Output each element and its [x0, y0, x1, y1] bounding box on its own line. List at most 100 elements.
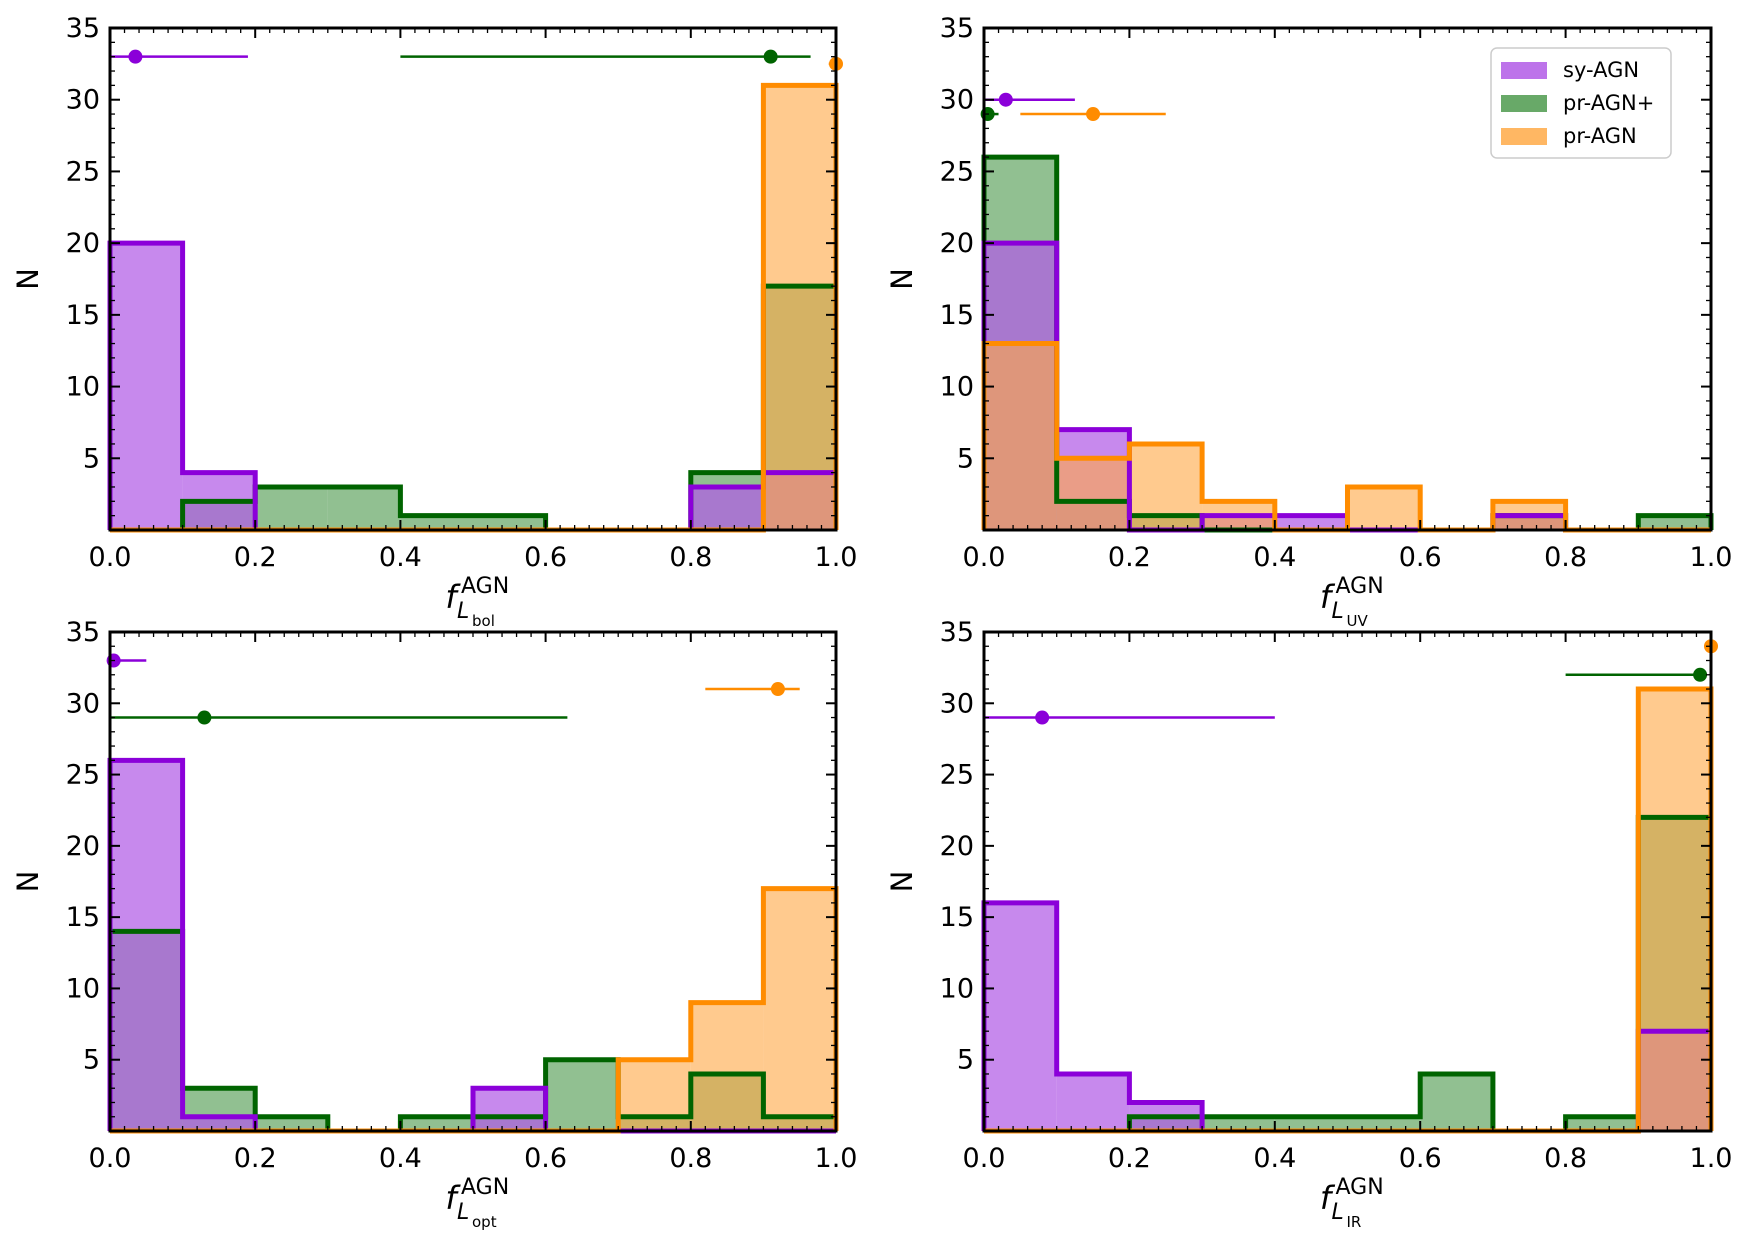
legend-label-sy: sy-AGN: [1563, 58, 1639, 82]
y-tick-label: 5: [83, 1045, 100, 1076]
legend-swatch-prplus: [1501, 95, 1547, 112]
bar-pr-bin-10: [763, 888, 836, 1131]
y-tick-label: 15: [66, 300, 100, 331]
x-tick-label: 1.0: [815, 542, 858, 573]
x-tick-label: 0.2: [1108, 542, 1151, 573]
x-tick-label: 0.4: [1253, 1143, 1296, 1174]
bar-prplus-bin-5: [1274, 1116, 1348, 1131]
bar-prplus-bin-4: [327, 486, 401, 530]
y-tick-label: 35: [940, 13, 974, 44]
x-axis-label-subscript: L: [457, 1200, 469, 1225]
x-tick-label: 1.0: [815, 1143, 858, 1174]
y-tick-label: 35: [66, 617, 100, 648]
median-point-prplus: [1693, 667, 1708, 682]
x-tick-label: 0.2: [234, 1143, 277, 1174]
y-tick-label: 15: [940, 300, 974, 331]
y-tick-label: 35: [66, 13, 100, 44]
bar-prplus-bin-3: [255, 1116, 328, 1131]
x-axis-label-subscript: L: [1332, 599, 1344, 624]
bar-prplus-bin-5: [400, 515, 473, 530]
legend-swatch-sy: [1501, 62, 1547, 79]
y-tick-label: 35: [940, 617, 974, 648]
y-tick-label: 30: [66, 85, 100, 116]
y-tick-label: 25: [940, 760, 974, 791]
x-tick-label: 0.6: [524, 542, 567, 573]
bar-prplus-bin-3: [255, 486, 328, 530]
x-tick-label: 0.6: [1399, 1143, 1442, 1174]
bar-sy-bin-1: [984, 902, 1057, 1131]
x-axis-label-subsubscript: UV: [1347, 612, 1369, 630]
step-outline-pr: [984, 686, 1714, 1134]
bar-prplus-bin-9: [1565, 1116, 1639, 1131]
x-tick-label: 0.4: [379, 542, 422, 573]
y-tick-label: 10: [66, 973, 100, 1004]
bar-pr-bin-9: [690, 1002, 764, 1131]
x-axis-label-superscript: AGN: [1336, 1175, 1384, 1200]
bar-prplus-bin-6: [473, 515, 546, 530]
bar-prplus-bin-10: [1638, 515, 1711, 530]
bar-pr-bin-8: [618, 1059, 691, 1131]
bar-sy-bin-6: [473, 1088, 546, 1131]
step-outline-pr: [110, 82, 839, 533]
x-axis-label-subsubscript: IR: [1347, 1213, 1362, 1231]
x-axis-label-superscript: AGN: [461, 574, 509, 599]
bar-prplus-bin-7: [545, 1059, 619, 1131]
median-point-prplus: [763, 49, 778, 64]
median-point-prplus: [197, 710, 212, 725]
x-axis-label-subscript: L: [457, 599, 469, 624]
bar-pr-bin-2: [1056, 458, 1130, 530]
y-tick-label: 30: [940, 85, 974, 116]
bar-pr-bin-10: [763, 85, 836, 530]
y-axis-label: N: [11, 871, 45, 893]
y-tick-label: 5: [957, 1045, 974, 1076]
y-tick-label: 5: [957, 443, 974, 474]
legend: sy-AGN pr-AGN+ pr-AGN: [1490, 47, 1672, 159]
y-tick-label: 20: [66, 831, 100, 862]
x-tick-label: 0.2: [1108, 1143, 1151, 1174]
bar-prplus-bin-4: [1202, 1116, 1275, 1131]
x-tick-label: 1.0: [1690, 1143, 1733, 1174]
bar-sy-bin-1: [110, 243, 183, 530]
y-tick-label: 10: [940, 973, 974, 1004]
y-tick-label: 20: [66, 228, 100, 259]
x-tick-label: 0.6: [1399, 542, 1442, 573]
x-tick-label: 0.6: [524, 1143, 567, 1174]
y-tick-label: 15: [940, 902, 974, 933]
bar-sy-bin-2: [182, 1116, 256, 1131]
y-tick-label: 5: [83, 443, 100, 474]
median-point-sy: [128, 49, 143, 64]
median-point-sy: [1035, 710, 1050, 725]
bar-sy-bin-9: [690, 486, 764, 530]
median-point-pr: [1086, 107, 1101, 122]
x-tick-label: 0.2: [234, 542, 277, 573]
x-tick-label: 0.8: [1544, 542, 1587, 573]
bar-sy-bin-2: [1056, 1073, 1130, 1131]
y-tick-label: 10: [940, 372, 974, 403]
x-axis-label-superscript: AGN: [461, 1175, 509, 1200]
axes-frame: [982, 630, 1713, 1133]
y-axis-label: N: [11, 268, 45, 290]
bar-sy-bin-5: [1274, 515, 1348, 530]
x-tick-label: 0.8: [669, 1143, 712, 1174]
y-tick-label: 30: [66, 688, 100, 719]
x-tick-label: 0.0: [963, 542, 1006, 573]
y-tick-label: 10: [66, 372, 100, 403]
median-point-sy: [998, 92, 1013, 107]
y-tick-label: 25: [940, 156, 974, 187]
x-tick-label: 0.0: [89, 1143, 132, 1174]
y-tick-label: 25: [66, 760, 100, 791]
y-tick-label: 15: [66, 902, 100, 933]
bar-prplus-bin-7: [1420, 1073, 1493, 1131]
bar-prplus-bin-5: [400, 1116, 473, 1131]
y-tick-label: 25: [66, 156, 100, 187]
bar-pr-bin-10: [1638, 689, 1711, 1131]
y-tick-label: 20: [940, 831, 974, 862]
y-axis-label: N: [885, 268, 919, 290]
legend-swatch-pr: [1501, 128, 1547, 145]
legend-label-prplus: pr-AGN+: [1563, 91, 1654, 115]
y-axis-label: N: [885, 871, 919, 893]
x-tick-label: 0.4: [379, 1143, 422, 1174]
bar-pr-bin-1: [984, 343, 1057, 530]
x-axis-label-superscript: AGN: [1336, 574, 1384, 599]
